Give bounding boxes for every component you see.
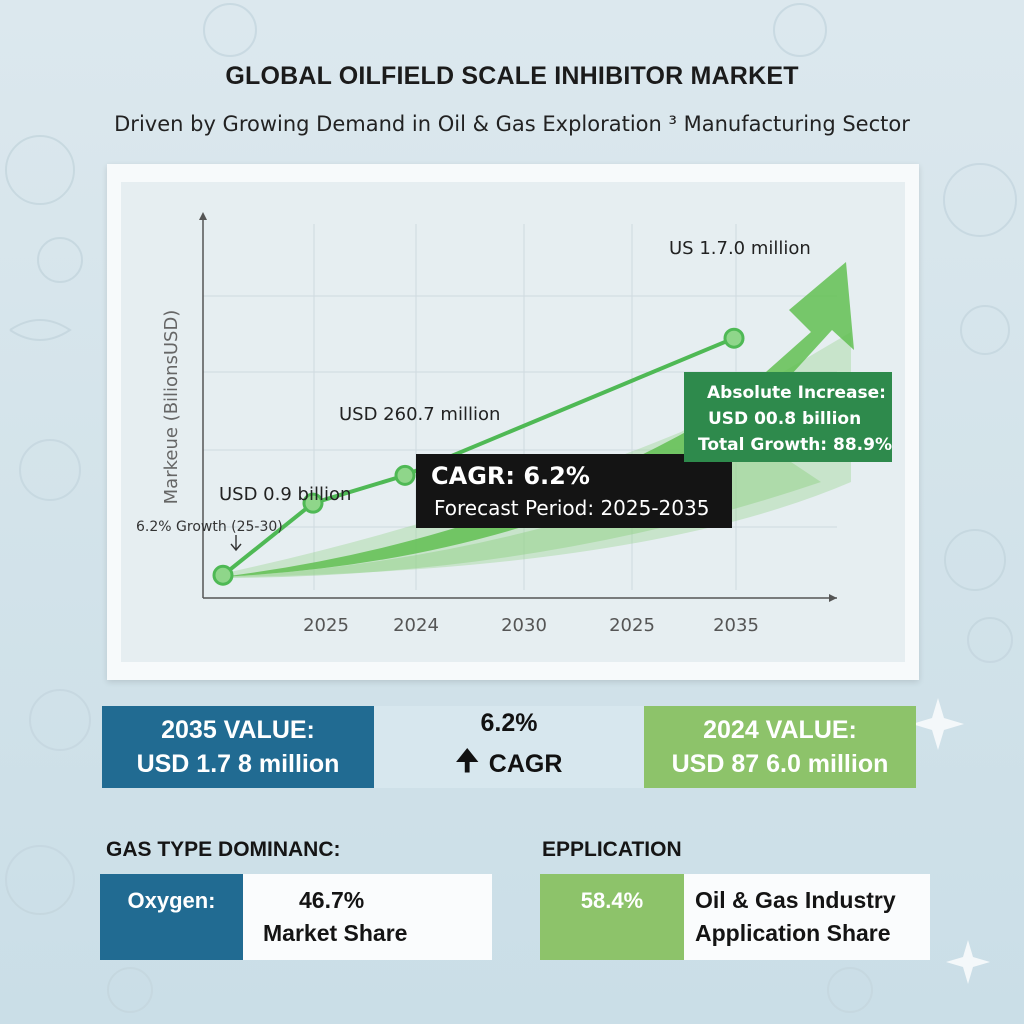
y-axis-arrow-icon (199, 212, 207, 220)
stat-cagr-percent: 6.2% (480, 709, 538, 737)
increase-box (684, 372, 892, 462)
increase-line-3: Total Growth: 88.9% (698, 435, 892, 455)
point-label-3: US 1.7.0 million (669, 238, 811, 259)
growth-note-arrow-icon (230, 535, 242, 552)
application-caption-box: Oil & Gas Industry Application Share (684, 874, 930, 960)
x-axis-arrow-icon (829, 594, 837, 602)
stat-cagr-label: CAGR (488, 750, 563, 778)
cagr-label-title: CAGR: 6.2% (431, 462, 590, 490)
gas-type-value-box: 46.7% Market Share (243, 874, 492, 960)
data-point-3 (723, 327, 745, 349)
growth-note: 6.2% Growth (25-30) (136, 519, 283, 535)
application-heading: EPPLICATION (542, 838, 682, 861)
page-subtitle: Driven by Growing Demand in Oil & Gas Ex… (114, 112, 910, 136)
stat-cagr-row: 🠉 CAGR (456, 740, 563, 788)
application-line-2: Application Share (695, 920, 891, 946)
data-point-2 (394, 464, 416, 486)
x-tick-label-0: 2025 (303, 615, 349, 636)
stat-2035-amount: USD 1.7 8 million (136, 750, 340, 778)
chart-card: Markeue (BilionsUSD) 2025 2024 2030 2025 2035… (107, 164, 919, 680)
x-tick-label-1: 2024 (393, 615, 439, 636)
gas-type-card: Oxygen: 46.7% Market Share (100, 874, 492, 960)
page-title: GLOBAL OILFIELD SCALE INHIBITOR MARKET (225, 62, 799, 90)
stat-2024-value: 2024 VALUE: USD 87 6.0 million (644, 706, 916, 788)
series-line (221, 336, 736, 578)
application-card: 58.4% Oil & Gas Industry Application Sha… (540, 874, 930, 960)
application-line-1: Oil & Gas Industry (695, 887, 896, 913)
x-tick-label-3: 2025 (609, 615, 655, 636)
arrow-up-icon: 🠉 (455, 744, 479, 777)
chart-area: Markeue (BilionsUSD) 2025 2024 2030 2025 2035… (121, 182, 905, 662)
stat-2024-heading: 2024 VALUE: (703, 716, 857, 744)
stat-2035-heading: 2035 VALUE: (161, 716, 315, 744)
stat-2024-amount: USD 87 6.0 million (671, 750, 889, 778)
data-point-1 (302, 492, 324, 514)
x-tick-label-4: 2035 (713, 615, 759, 636)
stat-cagr: 6.2% 🠉 CAGR (374, 706, 644, 788)
gas-type-caption: Market Share (263, 920, 408, 946)
cagr-label-box (416, 454, 732, 528)
point-label-2: USD 260.7 million (339, 404, 500, 425)
x-tick-label-2: 2030 (501, 615, 547, 636)
y-axis-label: Markeue (BilionsUSD) (161, 310, 182, 505)
increase-line-2: USD 00.8 billion (708, 409, 861, 429)
data-point-0 (212, 564, 234, 586)
gas-type-heading: GAS TYPE DOMINANC: (106, 838, 341, 861)
stats-row: 2035 VALUE: USD 1.7 8 million 6.2% 🠉 CAG… (102, 706, 916, 788)
application-value: 58.4% (540, 874, 684, 960)
gas-type-value: 46.7% (299, 887, 365, 913)
line-chart: Markeue (BilionsUSD) 2025 2024 2030 2025 2035… (136, 212, 892, 636)
increase-line-1: Absolute Increase: (707, 383, 886, 403)
stat-2035-value: 2035 VALUE: USD 1.7 8 million (102, 706, 374, 788)
cagr-label-period: Forecast Period: 2025-2035 (434, 496, 709, 520)
gas-type-label: Oxygen: (100, 874, 243, 960)
point-label-1: USD 0.9 billion (219, 484, 351, 505)
